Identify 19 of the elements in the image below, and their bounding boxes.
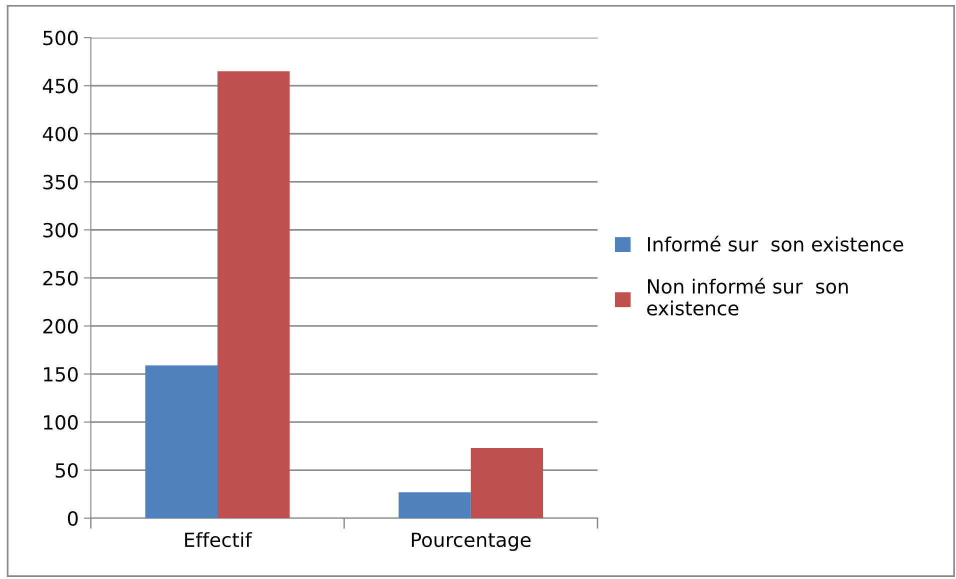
y-tick-label: 400 (42, 126, 78, 142)
x-tick-label: Effectif (185, 532, 252, 548)
bar (470, 448, 544, 518)
y-tick-label: 250 (43, 270, 78, 286)
legend-label: Informé sur son existence (648, 236, 904, 252)
y-tick-label: 500 (43, 30, 78, 46)
y-tick-label: 450 (42, 78, 78, 94)
y-tick-label: 350 (43, 174, 78, 190)
y-tick-label: 50 (56, 463, 78, 478)
bar (217, 71, 290, 518)
y-tick-label: 300 (43, 222, 78, 238)
y-tick-label: 200 (43, 318, 78, 334)
x-tick-label: Pourcentage (412, 532, 531, 551)
legend-label: Non informé sur son existence (647, 278, 848, 316)
y-tick-label: 150 (44, 366, 78, 382)
y-tick-label: 0 (68, 511, 78, 526)
y-tick-label: 100 (44, 415, 78, 430)
bar (145, 365, 218, 518)
bar (398, 492, 471, 518)
